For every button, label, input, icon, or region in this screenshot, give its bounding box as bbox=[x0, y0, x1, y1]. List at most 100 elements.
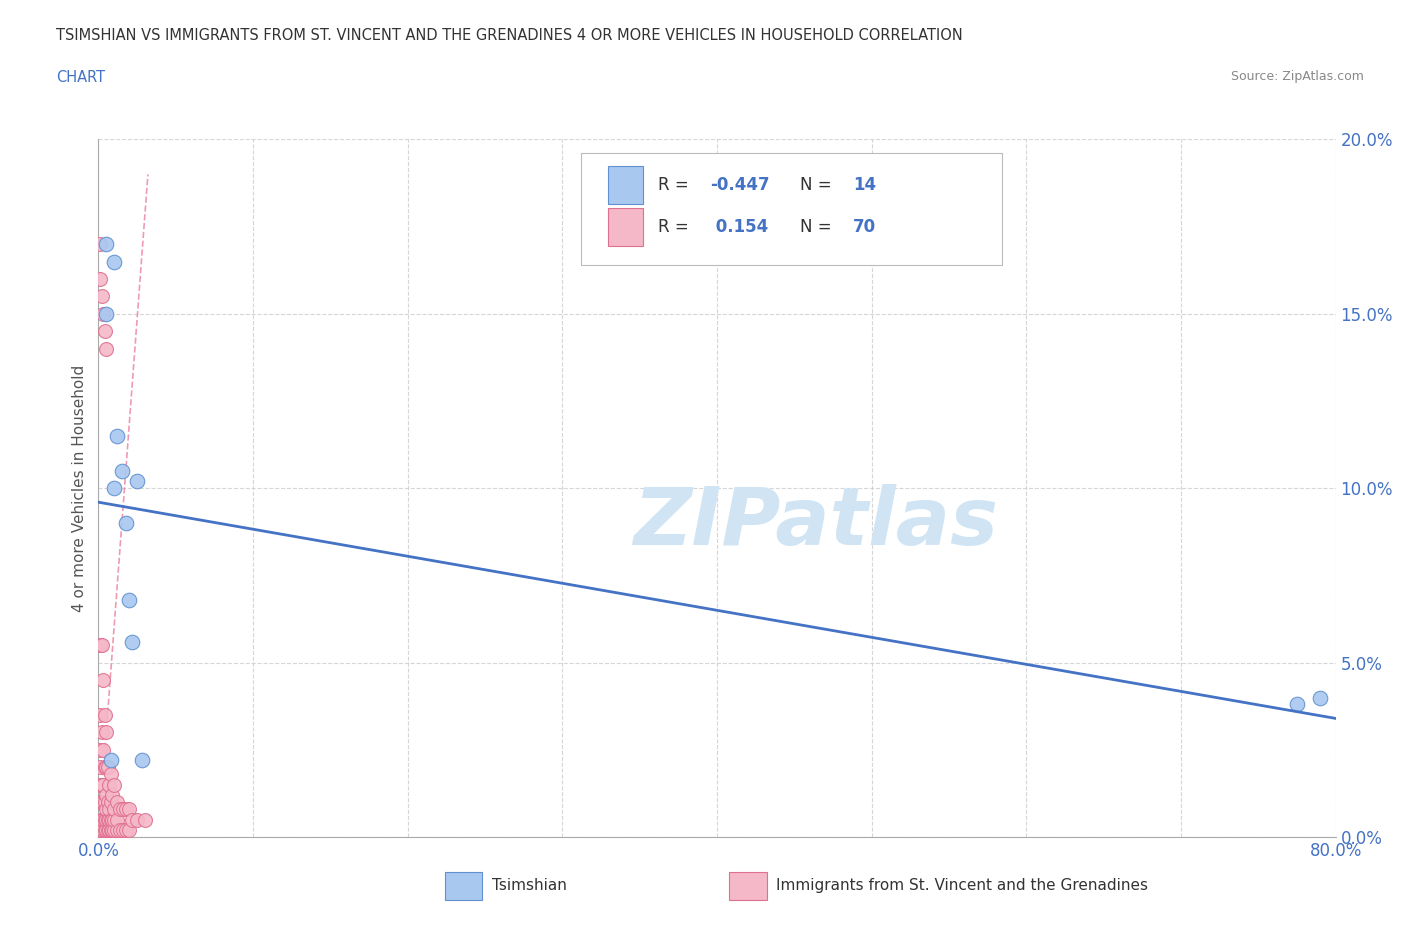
Point bbox=[90, 289, 112, 304]
Point bbox=[97, 794, 120, 809]
Point bbox=[103, 802, 125, 817]
Point bbox=[93, 760, 115, 775]
Point bbox=[127, 812, 149, 827]
Point bbox=[97, 760, 120, 775]
Point bbox=[97, 812, 120, 827]
Text: CHART: CHART bbox=[56, 70, 105, 85]
Point bbox=[100, 753, 122, 768]
Point bbox=[90, 725, 112, 740]
Point bbox=[118, 823, 141, 837]
Point bbox=[115, 802, 138, 817]
Point bbox=[89, 760, 111, 775]
Text: R =: R = bbox=[658, 176, 693, 193]
Point bbox=[103, 823, 125, 837]
Point bbox=[105, 812, 128, 827]
Point bbox=[115, 823, 138, 837]
Point bbox=[98, 777, 121, 792]
FancyBboxPatch shape bbox=[581, 153, 1001, 265]
Point bbox=[105, 794, 128, 809]
Point bbox=[96, 725, 118, 740]
Point bbox=[101, 788, 124, 803]
Point bbox=[97, 823, 120, 837]
Text: -0.447: -0.447 bbox=[710, 176, 769, 193]
Point bbox=[96, 788, 118, 803]
Text: Tsimshian: Tsimshian bbox=[492, 878, 567, 894]
Point bbox=[96, 823, 118, 837]
Text: R =: R = bbox=[658, 218, 693, 235]
Text: TSIMSHIAN VS IMMIGRANTS FROM ST. VINCENT AND THE GRENADINES 4 OR MORE VEHICLES I: TSIMSHIAN VS IMMIGRANTS FROM ST. VINCENT… bbox=[56, 28, 963, 43]
Point bbox=[91, 307, 114, 322]
Point bbox=[100, 794, 122, 809]
Point bbox=[1309, 690, 1331, 705]
Point bbox=[90, 638, 112, 653]
Point bbox=[93, 708, 115, 723]
Point bbox=[96, 760, 118, 775]
Point bbox=[103, 812, 125, 827]
Point bbox=[118, 592, 141, 607]
Point bbox=[121, 812, 143, 827]
Point bbox=[93, 794, 115, 809]
Point bbox=[108, 802, 131, 817]
Point bbox=[89, 823, 111, 837]
Point bbox=[89, 812, 111, 827]
Point bbox=[108, 823, 131, 837]
Point bbox=[112, 823, 135, 837]
Point bbox=[89, 794, 111, 809]
Point bbox=[91, 742, 114, 757]
Point bbox=[96, 307, 118, 322]
Text: 14: 14 bbox=[853, 176, 876, 193]
Y-axis label: 4 or more Vehicles in Household: 4 or more Vehicles in Household bbox=[72, 365, 87, 612]
Point bbox=[89, 237, 111, 252]
Point bbox=[90, 823, 112, 837]
Point bbox=[91, 794, 114, 809]
Point bbox=[89, 742, 111, 757]
Text: N =: N = bbox=[800, 218, 837, 235]
Point bbox=[91, 823, 114, 837]
Point bbox=[115, 515, 138, 530]
Point bbox=[98, 812, 121, 827]
Point bbox=[89, 708, 111, 723]
Point bbox=[96, 237, 118, 252]
Point bbox=[91, 812, 114, 827]
Text: 0.154: 0.154 bbox=[710, 218, 768, 235]
Point bbox=[89, 777, 111, 792]
Point bbox=[111, 463, 132, 478]
Point bbox=[100, 823, 122, 837]
Point bbox=[89, 638, 111, 653]
Point bbox=[98, 802, 121, 817]
Point bbox=[93, 823, 115, 837]
Point bbox=[105, 429, 128, 444]
Point bbox=[90, 777, 112, 792]
Point bbox=[105, 823, 128, 837]
Point bbox=[112, 802, 135, 817]
Point bbox=[98, 823, 121, 837]
FancyBboxPatch shape bbox=[609, 166, 643, 204]
Point bbox=[101, 823, 124, 837]
Point bbox=[93, 812, 115, 827]
Point bbox=[89, 272, 111, 286]
Point bbox=[131, 753, 153, 768]
Point bbox=[96, 341, 118, 356]
FancyBboxPatch shape bbox=[730, 872, 766, 900]
Point bbox=[90, 794, 112, 809]
Text: 70: 70 bbox=[853, 218, 876, 235]
Point bbox=[100, 812, 122, 827]
Point bbox=[91, 672, 114, 687]
Point bbox=[121, 634, 143, 649]
Point bbox=[101, 812, 124, 827]
Point bbox=[127, 474, 149, 489]
Point bbox=[93, 324, 115, 339]
Point bbox=[90, 812, 112, 827]
Point bbox=[100, 766, 122, 781]
Point bbox=[96, 812, 118, 827]
Point bbox=[118, 802, 141, 817]
Point bbox=[1286, 698, 1309, 712]
Point bbox=[91, 777, 114, 792]
Point bbox=[103, 254, 125, 269]
Text: N =: N = bbox=[800, 176, 837, 193]
FancyBboxPatch shape bbox=[609, 207, 643, 246]
Point bbox=[134, 812, 156, 827]
Point bbox=[96, 802, 118, 817]
Text: Source: ZipAtlas.com: Source: ZipAtlas.com bbox=[1230, 70, 1364, 83]
Point bbox=[103, 481, 125, 496]
